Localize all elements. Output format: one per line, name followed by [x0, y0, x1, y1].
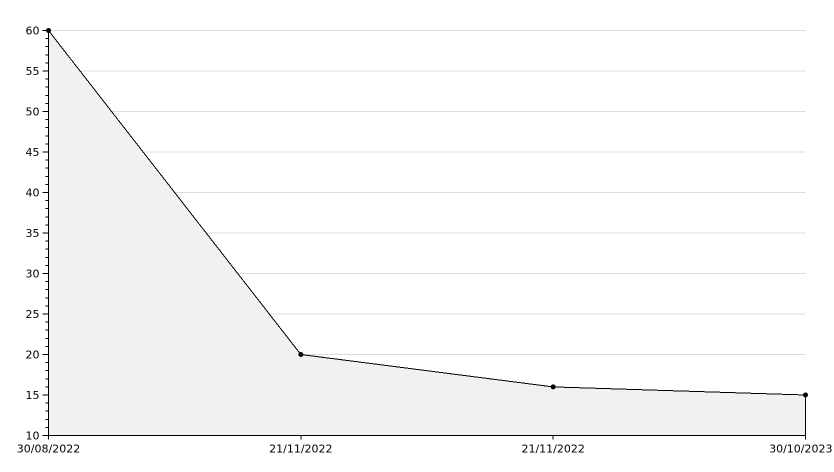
data-point-markers: [46, 28, 808, 398]
y-tick-label: 15: [26, 389, 40, 402]
y-tick-label: 10: [26, 430, 40, 443]
data-point-marker: [298, 352, 304, 357]
x-tick-label: 30/10/2023: [769, 443, 832, 456]
x-axis-ticks: [48, 435, 806, 440]
y-axis-labels: 10 15 20 25 30 35 40 45 50 55 60: [26, 25, 40, 443]
y-tick-label: 35: [26, 227, 40, 240]
y-axis-ticks: [42, 30, 49, 436]
x-tick-label: 21/11/2022: [521, 443, 584, 456]
y-tick-label: 55: [26, 65, 40, 78]
y-tick-label: 50: [26, 106, 40, 119]
x-axis-labels: 30/08/2022 21/11/2022 21/11/2022 30/10/2023: [17, 443, 833, 456]
chart-root: 10 15 20 25 30 35 40 45 50 55 60 30/08/2022 21/11/20…: [17, 25, 833, 456]
y-tick-label: 25: [26, 308, 40, 321]
x-tick-label: 21/11/2022: [269, 443, 332, 456]
y-tick-label: 30: [26, 268, 40, 281]
y-tick-label: 40: [26, 187, 40, 200]
y-tick-label: 20: [26, 349, 40, 362]
y-tick-label: 60: [26, 25, 40, 38]
data-point-marker: [550, 384, 556, 390]
y-tick-label: 45: [26, 146, 40, 159]
data-point-marker: [803, 392, 808, 398]
data-point-marker: [46, 28, 51, 33]
x-tick-label: 30/08/2022: [17, 443, 80, 456]
